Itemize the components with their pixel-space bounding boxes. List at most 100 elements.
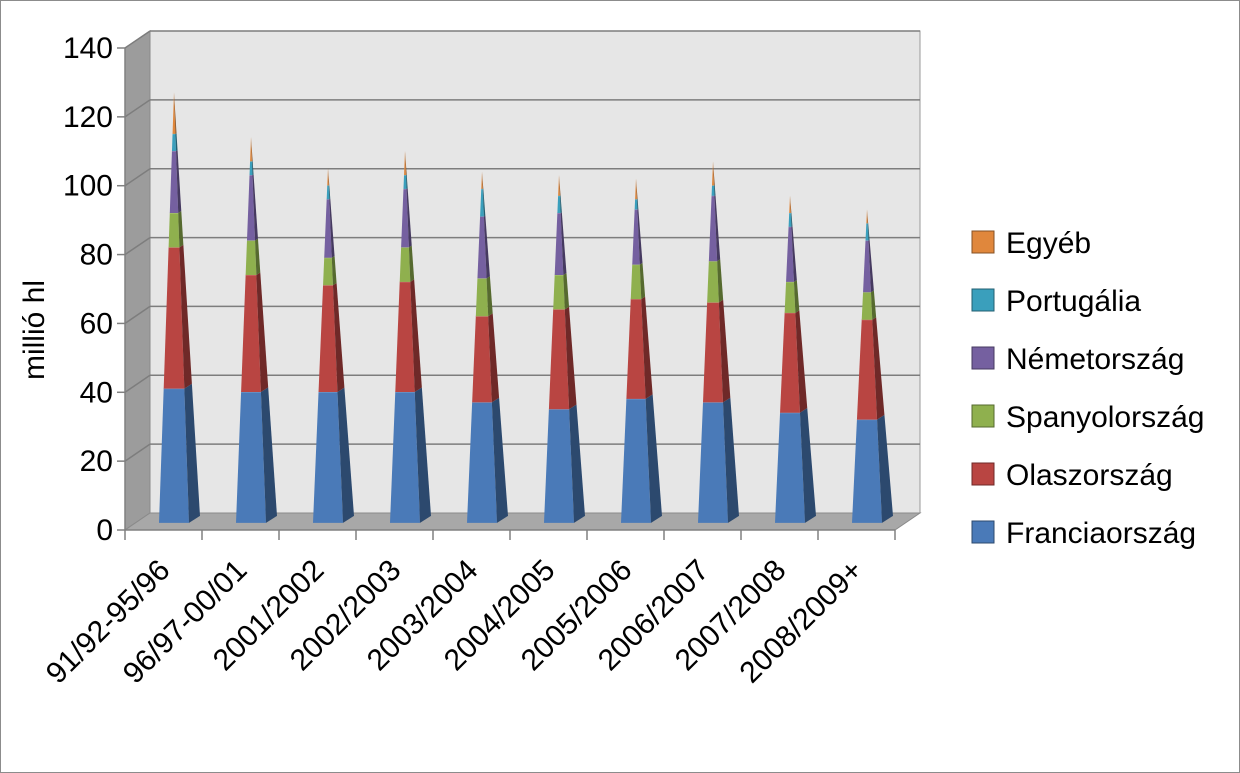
pyramid-segment bbox=[707, 259, 724, 303]
pyramid-segment bbox=[475, 276, 493, 317]
segment-side bbox=[867, 209, 869, 224]
pyramid-segment bbox=[481, 171, 484, 189]
legend-label: Franciaország bbox=[1006, 517, 1196, 550]
segment-side bbox=[717, 259, 724, 303]
segment-front bbox=[390, 392, 420, 523]
segment-front bbox=[789, 195, 791, 214]
legend-swatch bbox=[971, 404, 995, 428]
segment-side bbox=[179, 244, 192, 389]
segment-side bbox=[178, 211, 184, 248]
segment-side bbox=[559, 175, 561, 196]
segment-front bbox=[323, 257, 333, 286]
segment-side bbox=[491, 397, 508, 523]
segment-front bbox=[548, 309, 570, 410]
gridline-side bbox=[124, 236, 151, 256]
segment-side bbox=[872, 317, 885, 420]
pyramid-segment bbox=[404, 151, 407, 176]
bars bbox=[159, 92, 893, 523]
segment-front bbox=[866, 209, 868, 224]
segment-side bbox=[870, 290, 877, 320]
segment-side bbox=[790, 212, 793, 227]
pyramid-8 bbox=[698, 161, 739, 523]
segment-side bbox=[405, 151, 407, 176]
segment-side bbox=[184, 383, 200, 523]
segment-front bbox=[313, 392, 343, 523]
segment-side bbox=[405, 174, 408, 189]
segment-front bbox=[169, 151, 179, 214]
segment-front bbox=[784, 281, 796, 313]
pyramid-segment bbox=[861, 290, 877, 320]
pyramid-segment bbox=[634, 198, 639, 210]
segment-front bbox=[250, 137, 252, 162]
segment-front bbox=[327, 168, 329, 186]
gridline-side bbox=[124, 374, 151, 393]
legend-item: Németország bbox=[971, 343, 1184, 376]
segment-side bbox=[255, 238, 261, 275]
gridline-side bbox=[124, 168, 151, 187]
segment-side bbox=[410, 279, 422, 393]
pyramid-segment bbox=[313, 387, 354, 523]
segment-side bbox=[331, 255, 337, 286]
segment-front bbox=[475, 278, 489, 317]
pyramid-7 bbox=[621, 178, 662, 523]
legend: Egyéb Portugália Németország Spanyolország O… bbox=[971, 227, 1204, 550]
segment-front bbox=[481, 171, 483, 189]
segment-front bbox=[236, 392, 266, 523]
legend-swatch bbox=[971, 462, 995, 486]
legend-label: Németország bbox=[1006, 343, 1184, 376]
segment-front bbox=[401, 188, 409, 248]
segment-front bbox=[172, 92, 176, 134]
segment-side bbox=[482, 188, 486, 217]
segment-front bbox=[634, 199, 638, 210]
pyramid-segment bbox=[327, 168, 330, 186]
y-tick-labels: 0 20 40 60 80 100 120 140 bbox=[63, 32, 113, 547]
pyramid-segment bbox=[390, 387, 431, 523]
segment-side bbox=[483, 215, 490, 279]
legend-item: Franciaország bbox=[971, 517, 1196, 550]
pyramid-segment bbox=[635, 178, 638, 200]
pyramid-segment bbox=[558, 175, 561, 196]
y-axis-title: millió hl bbox=[18, 280, 51, 380]
segment-side bbox=[174, 92, 177, 134]
segment-side bbox=[252, 174, 258, 241]
y-tick-label: 0 bbox=[96, 514, 113, 547]
segment-side bbox=[564, 306, 577, 410]
segment-side bbox=[718, 299, 731, 403]
segment-side bbox=[486, 276, 493, 317]
segment-front bbox=[865, 223, 869, 241]
segment-front bbox=[708, 195, 718, 262]
legend-swatch bbox=[971, 288, 995, 312]
segment-front bbox=[326, 185, 330, 200]
segment-side bbox=[790, 195, 792, 214]
segment-front bbox=[159, 388, 189, 523]
segment-front bbox=[399, 247, 411, 282]
pyramid-4 bbox=[390, 151, 431, 523]
segment-front bbox=[558, 175, 560, 196]
pyramid-10 bbox=[852, 209, 893, 523]
segment-side bbox=[799, 408, 816, 523]
segment-side bbox=[560, 212, 567, 275]
y-tick-label: 80 bbox=[80, 239, 113, 272]
pyramid-2 bbox=[236, 137, 277, 523]
segment-side bbox=[328, 185, 331, 200]
segment-side bbox=[563, 272, 570, 310]
legend-label: Portugália bbox=[1006, 285, 1141, 318]
segment-side bbox=[714, 184, 716, 196]
segment-front bbox=[404, 151, 406, 176]
segment-front bbox=[168, 213, 180, 248]
y-tick-label: 20 bbox=[80, 445, 113, 478]
segment-side bbox=[260, 387, 277, 523]
pyramid-segment bbox=[866, 209, 869, 224]
segment-front bbox=[544, 409, 574, 523]
segment-side bbox=[645, 394, 662, 523]
segment-front bbox=[712, 161, 714, 186]
segment-side bbox=[256, 272, 269, 393]
segment-side bbox=[176, 150, 182, 214]
segment-front bbox=[241, 274, 261, 393]
legend-swatch bbox=[971, 230, 995, 254]
legend-swatch bbox=[971, 346, 995, 370]
segment-side bbox=[569, 404, 585, 523]
segment-front bbox=[324, 199, 332, 258]
segment-front bbox=[554, 213, 564, 275]
gridline-side bbox=[124, 443, 151, 462]
